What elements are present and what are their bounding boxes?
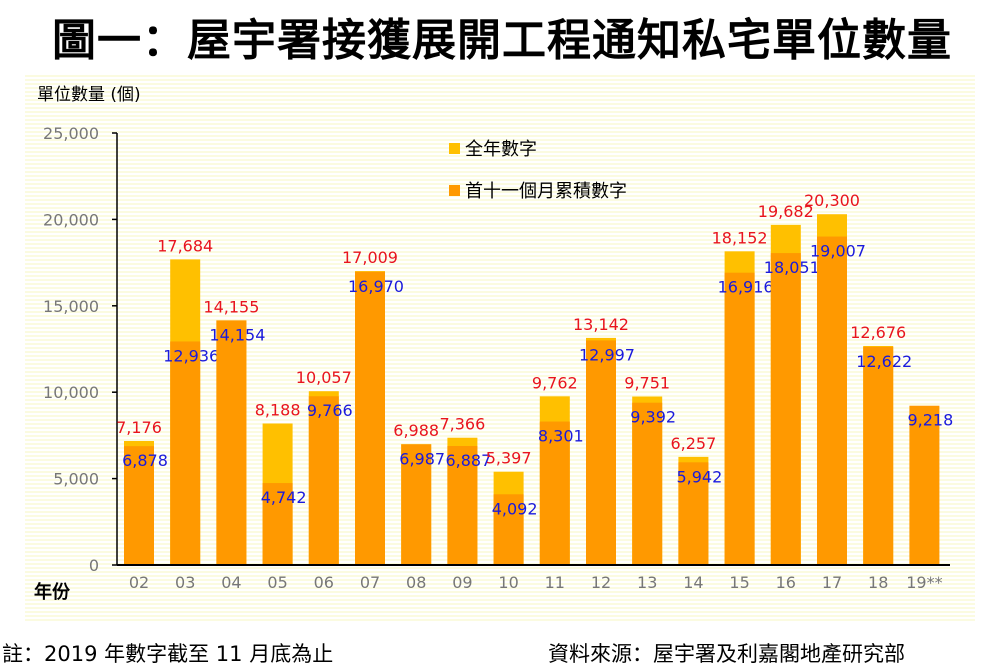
data-label-full-year: 18,152	[712, 228, 768, 247]
y-tick-label: 5,000	[53, 470, 99, 489]
bar-first-11-months	[632, 402, 663, 565]
legend-label-first-11-months: 首十一個月累積數字	[465, 181, 627, 202]
y-tick-label: 10,000	[43, 383, 99, 402]
data-label-first-11-months: 16,916	[718, 278, 774, 297]
x-tick-label: 18	[868, 573, 888, 592]
data-label-full-year: 20,300	[804, 191, 860, 210]
data-label-first-11-months: 6,878	[122, 451, 168, 470]
bar-first-11-months	[539, 421, 570, 565]
x-tick-label: 10	[498, 573, 518, 592]
data-label-first-11-months: 9,392	[630, 408, 676, 427]
bar-first-11-months	[355, 271, 385, 565]
data-label-full-year: 17,009	[342, 248, 398, 267]
data-label-full-year: 12,676	[850, 323, 906, 342]
bar-first-11-months	[216, 320, 247, 565]
bar-first-11-months	[770, 253, 801, 565]
data-label-full-year: 6,257	[670, 434, 716, 453]
x-tick-label: 05	[267, 573, 287, 592]
bar-first-11-months	[170, 341, 201, 565]
data-label-full-year: 6,988	[393, 421, 439, 440]
data-label-first-11-months: 6,887	[445, 451, 491, 470]
x-tick-label: 11	[545, 573, 565, 592]
data-label-first-11-months: 9,218	[907, 411, 953, 430]
data-label-full-year: 19,682	[758, 202, 814, 221]
data-label-first-11-months: 4,742	[261, 488, 307, 507]
x-tick-label: 06	[314, 573, 334, 592]
bar-first-11-months	[262, 483, 293, 565]
data-label-full-year: 9,751	[624, 374, 670, 393]
source-note: 資料來源：屋宇署及利嘉閣地產研究部	[548, 642, 905, 666]
legend-swatch-full-year	[449, 143, 460, 154]
x-tick-label: 08	[406, 573, 426, 592]
x-tick-label: 13	[637, 573, 657, 592]
data-label-first-11-months: 14,154	[209, 325, 265, 344]
bar-first-11-months	[863, 346, 894, 565]
x-tick-label: 07	[360, 573, 380, 592]
bar-first-11-months	[817, 236, 847, 566]
data-label-full-year: 10,057	[296, 368, 352, 387]
x-tick-label: 14	[683, 573, 703, 592]
data-label-first-11-months: 4,092	[492, 499, 538, 518]
footnote: 註：2019 年數字截至 11 月底為止	[2, 642, 334, 666]
x-tick-label: 02	[129, 573, 149, 592]
data-label-first-11-months: 12,622	[856, 352, 912, 371]
data-label-first-11-months: 8,301	[538, 427, 584, 446]
bar-first-11-months	[586, 340, 616, 565]
data-label-first-11-months: 9,766	[307, 401, 353, 420]
data-label-first-11-months: 16,970	[348, 277, 404, 296]
data-label-first-11-months: 12,997	[579, 345, 635, 364]
bar-first-11-months	[308, 396, 339, 565]
bar-first-11-months	[724, 272, 755, 565]
y-tick-label: 25,000	[43, 124, 99, 143]
y-axis-label: 單位數量 (個)	[37, 85, 141, 105]
data-label-first-11-months: 6,987	[399, 449, 445, 468]
data-label-full-year: 14,155	[203, 297, 259, 316]
data-label-full-year: 17,684	[157, 236, 213, 255]
x-tick-label: 15	[729, 573, 749, 592]
data-label-full-year: 7,176	[116, 418, 162, 437]
data-label-first-11-months: 19,007	[810, 242, 866, 261]
x-tick-label: 16	[776, 573, 796, 592]
x-axis-label: 年份	[34, 581, 71, 603]
bar-first-11-months	[401, 444, 432, 565]
x-tick-label: 09	[452, 573, 472, 592]
y-tick-label: 20,000	[43, 210, 99, 229]
bar-first-11-months	[124, 446, 154, 565]
bar-first-11-months	[493, 494, 524, 565]
data-label-first-11-months: 18,051	[764, 258, 820, 277]
data-label-first-11-months: 5,942	[676, 467, 722, 486]
bar-first-11-months	[909, 405, 940, 565]
legend-label-full-year: 全年數字	[465, 139, 537, 160]
y-tick-label: 0	[89, 556, 99, 575]
bar-first-11-months	[678, 462, 709, 565]
y-tick-label: 15,000	[43, 297, 99, 316]
x-tick-label: 17	[822, 573, 842, 592]
data-label-full-year: 9,762	[532, 373, 578, 392]
x-tick-label: 12	[591, 573, 611, 592]
bar-first-11-months	[447, 445, 478, 565]
x-tick-label: 03	[175, 573, 195, 592]
data-label-full-year: 5,397	[486, 449, 532, 468]
data-label-full-year: 7,366	[439, 415, 485, 434]
chart-title: 圖一：屋宇署接獲展開工程通知私宅單位數量	[52, 15, 952, 66]
x-tick-label: 19**	[906, 573, 942, 592]
data-label-first-11-months: 12,936	[163, 346, 219, 365]
data-label-full-year: 13,142	[573, 315, 629, 334]
data-label-full-year: 8,188	[255, 401, 301, 420]
x-tick-label: 04	[221, 573, 241, 592]
legend-swatch-first-11-months	[449, 185, 460, 196]
